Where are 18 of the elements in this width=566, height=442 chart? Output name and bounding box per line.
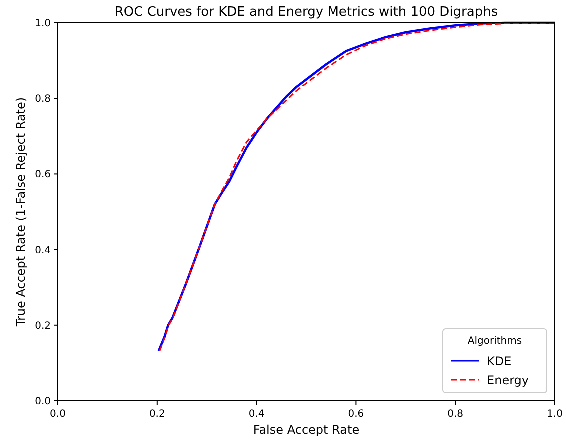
y-tick-label: 1.0	[35, 18, 51, 30]
x-tick-label: 0.8	[448, 409, 464, 420]
x-tick-label: 0.2	[149, 409, 166, 420]
x-tick-label: 0.4	[248, 409, 265, 420]
x-tick-label: 0.0	[50, 409, 66, 420]
y-axis-title: True Accept Rate (1-False Reject Rate)	[14, 97, 28, 328]
legend-label: KDE	[487, 354, 512, 368]
x-tick-label: 1.0	[547, 409, 563, 420]
y-tick-label: 0.6	[35, 170, 51, 181]
x-tick-label: 0.6	[348, 409, 364, 420]
legend-title: Algorithms	[468, 336, 522, 347]
legend-label: Energy	[487, 374, 530, 388]
y-tick-label: 0.2	[35, 320, 51, 332]
y-tick-label: 0.8	[35, 94, 51, 106]
y-tick-label: 0.0	[35, 396, 51, 408]
chart-title: ROC Curves for KDE and Energy Metrics with 100 Digraphs	[114, 5, 498, 20]
y-tick-label: 0.4	[35, 245, 51, 256]
x-axis-title: False Accept Rate	[253, 423, 360, 437]
